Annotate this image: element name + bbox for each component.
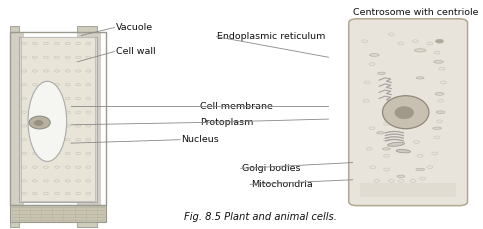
Text: Golgi bodies: Golgi bodies (242, 164, 300, 173)
Ellipse shape (433, 127, 441, 129)
Bar (10, 205, 106, 222)
Bar (87, 32, 92, 205)
Text: Nucleus: Nucleus (181, 135, 219, 144)
Bar (10, 32, 14, 205)
Text: Fig. 8.5 Plant and animal cells.: Fig. 8.5 Plant and animal cells. (184, 212, 337, 222)
Text: Endoplasmic reticulum: Endoplasmic reticulum (217, 32, 326, 41)
Text: Protoplasm: Protoplasm (200, 118, 254, 127)
Ellipse shape (436, 111, 445, 114)
Ellipse shape (396, 150, 411, 153)
Circle shape (436, 39, 443, 43)
Bar (77, 26, 97, 32)
Ellipse shape (29, 116, 50, 129)
Ellipse shape (383, 96, 429, 129)
Ellipse shape (416, 77, 424, 79)
Text: Vacuole: Vacuole (116, 23, 153, 32)
Bar (21, 37, 95, 201)
Ellipse shape (377, 132, 384, 134)
Bar (14, 32, 19, 205)
Ellipse shape (416, 168, 425, 171)
Ellipse shape (34, 120, 43, 126)
FancyBboxPatch shape (349, 19, 468, 206)
Ellipse shape (387, 142, 405, 146)
Bar (10, 26, 19, 32)
Text: Cell membrane: Cell membrane (200, 102, 273, 111)
Ellipse shape (434, 60, 443, 63)
Bar (97, 32, 101, 205)
Ellipse shape (383, 148, 390, 150)
Bar (82, 32, 87, 205)
Ellipse shape (395, 106, 414, 119)
Text: Mitochondria: Mitochondria (251, 180, 313, 189)
Ellipse shape (378, 72, 385, 74)
Bar (92, 32, 97, 205)
Ellipse shape (28, 81, 67, 161)
Ellipse shape (369, 54, 379, 56)
Bar (19, 37, 97, 202)
Bar (360, 183, 456, 197)
Text: Centrosome with centriole: Centrosome with centriole (353, 8, 478, 17)
Bar (77, 32, 82, 205)
Text: Cell wall: Cell wall (116, 47, 156, 56)
Ellipse shape (397, 175, 405, 177)
Bar (19, 32, 24, 205)
Bar (10, 32, 106, 205)
Ellipse shape (435, 93, 444, 95)
Ellipse shape (414, 49, 426, 52)
Bar (77, 222, 97, 227)
Bar (10, 222, 19, 227)
